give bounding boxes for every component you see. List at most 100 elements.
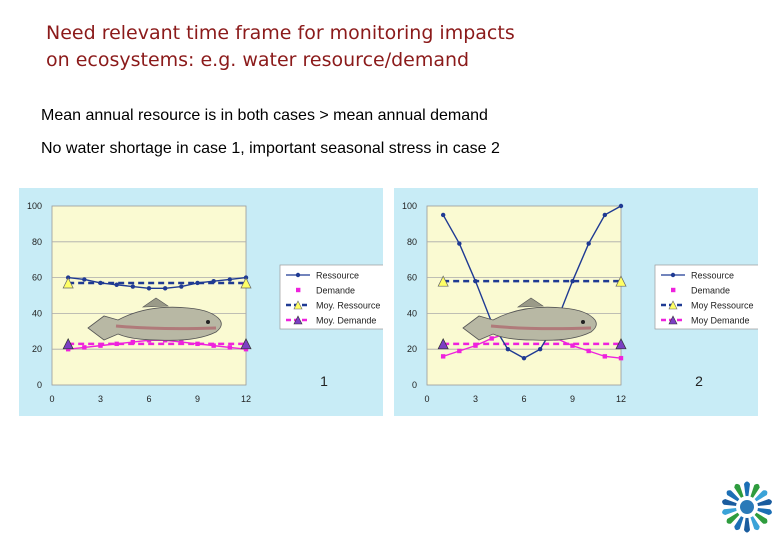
chart-2-demand-point (440, 354, 446, 359)
chart-1-y-tick-label: 100 (27, 201, 42, 211)
chart-2-legend-label: Ressource (691, 271, 734, 281)
chart-1-legend-resource-dot (295, 272, 301, 278)
chart-2-resource-point (473, 278, 478, 284)
chart-1-legend-label: Moy. Demande (316, 316, 376, 326)
chart-2-y-tick-label: 100 (402, 201, 417, 211)
chart-1-demand-point (82, 345, 87, 350)
chart-2-fish-illustration (462, 297, 597, 341)
chart-1-y-tick-label: 80 (32, 237, 42, 247)
chart-1-x-tick-label: 6 (146, 394, 151, 404)
chart-2-x-tick-label: 0 (424, 394, 429, 404)
chart-2-legend-demand-swatch (671, 287, 676, 293)
chart-2-resource-point (586, 241, 591, 246)
statement-annual: Mean annual resource is in both cases > … (41, 107, 488, 124)
chart-1-mean-demand-marker (240, 338, 252, 350)
chart-1-resource-point (130, 284, 136, 289)
chart-2-case-label: 2 (695, 373, 703, 389)
chart-2-y-tick-label: 40 (407, 308, 417, 318)
chart-2-legend-mean-demand-marker (668, 315, 678, 325)
chart-2-legend-label: Demande (691, 286, 730, 296)
chart-1-demand-point (130, 339, 136, 345)
chart-2-plot-area (426, 205, 622, 386)
statement-seasonal: No water shortage in case 1, important s… (41, 140, 500, 157)
chart-2-y-tick-label: 60 (407, 273, 417, 283)
chart-1-x-tick-label: 3 (98, 394, 103, 404)
chart-1-y-tick-label: 0 (37, 380, 42, 390)
chart-2-mean-resource-marker (437, 275, 449, 287)
chart-1-demand-point (114, 341, 119, 347)
chart-2-fish-body (462, 306, 597, 341)
chart-1-fish-body (87, 306, 222, 341)
chart-1-demand-point (179, 339, 184, 345)
slide-title: Need relevant time frame for monitoring … (46, 20, 515, 74)
chart-2-mean-demand-marker (437, 338, 449, 350)
chart-1-resource-point (146, 286, 152, 291)
chart-2-demand-point (457, 348, 462, 354)
chart-2-resource-point (537, 347, 543, 352)
chart-1-legend-label: Ressource (316, 271, 359, 281)
chart-1-mean-resource-marker (62, 277, 74, 289)
chart-2-mean-demand-marker (615, 338, 627, 350)
chart-1-demand-point (98, 343, 103, 348)
logo-ray (744, 507, 750, 533)
chart-1-x-tick-label: 0 (49, 394, 54, 404)
chart-2-resource-line (442, 205, 622, 359)
chart-1-y-tick-label: 20 (32, 344, 42, 354)
chart-1-demand-point (211, 343, 216, 348)
chart-2-fish-stripe (490, 324, 592, 331)
chart-2-demand-point (602, 354, 608, 359)
chart-2-fish-eye (581, 320, 585, 324)
chart-2-demand-point (618, 355, 624, 361)
chart-1-legend-demand-swatch (296, 287, 301, 293)
chart-1-y-tick-label: 60 (32, 273, 42, 283)
chart-2-resource-point (602, 212, 608, 218)
chart-1-plot-area (51, 205, 247, 386)
chart-1-resource-line (68, 276, 247, 290)
chart-2-legend-mean-resource-marker (668, 300, 678, 310)
chart-1-legend-mean-resource-marker (293, 300, 303, 310)
chart-1-demand-point (243, 347, 249, 352)
chart-2-legend-label: Moy Ressource (691, 301, 754, 311)
chart-1-demand-point (65, 347, 71, 352)
chart-2-resource-point (521, 355, 527, 361)
chart-1-fish-illustration (87, 297, 222, 341)
chart-2-resource-point (570, 278, 575, 284)
chart-1-legend-label: Demande (316, 286, 355, 296)
chart-1-resource-point (162, 286, 168, 291)
chart-2-y-tick-label: 20 (407, 344, 417, 354)
chart-2-resource-point (505, 347, 511, 352)
chart-2-legend-resource-dot (670, 272, 676, 278)
chart-2-fish-fin (516, 297, 544, 308)
chart-2-x-tick-label: 3 (473, 394, 478, 404)
chart-1-svg: 0 20 40 60 80 100 0 3 6 9 12 Ressource Demande Moy. R… (27, 201, 383, 404)
title-line-2: on ecosystems: e.g. water resource/deman… (46, 49, 470, 71)
chart-panel-1: 0 20 40 60 80 100 0 3 6 9 12 Ressource Demande Moy. R… (19, 188, 383, 416)
chart-1-fish-fin (141, 297, 169, 308)
chart-panel-2: 0 20 40 60 80 100 0 3 6 9 12 Ressource Demande Moy Re… (394, 188, 758, 416)
chart-2-demand-point (570, 343, 575, 348)
chart-1-fish-eye (206, 320, 210, 324)
organization-logo (722, 481, 772, 533)
chart-1-x-tick-label: 12 (241, 394, 251, 404)
chart-1-fish-stripe (115, 324, 217, 331)
chart-1-resource-point (114, 282, 119, 287)
chart-2-resource-point (440, 212, 446, 218)
chart-1-resource-point (211, 278, 216, 284)
logo-ray (744, 481, 750, 507)
chart-1-demand-point (195, 341, 200, 347)
chart-1-legend-mean-demand-marker (293, 315, 303, 325)
chart-2-y-tick-label: 80 (407, 237, 417, 247)
chart-1-legend-label: Moy. Ressource (316, 301, 380, 311)
chart-1-resource-point (82, 277, 87, 282)
chart-1-resource-point (98, 280, 103, 286)
chart-1-mean-demand-marker (62, 338, 74, 350)
chart-2-svg: 0 20 40 60 80 100 0 3 6 9 12 Ressource Demande Moy Re… (402, 201, 758, 404)
chart-2-resource-point (618, 203, 624, 209)
chart-2-demand-point (473, 343, 478, 348)
chart-1-resource-point (179, 284, 184, 289)
chart-2-resource-point (457, 241, 462, 246)
chart-2-mean-resource-marker (615, 275, 627, 287)
chart-1-demand-point (146, 338, 152, 343)
chart-2-demand-point (586, 348, 591, 354)
chart-2-x-tick-label: 6 (521, 394, 526, 404)
